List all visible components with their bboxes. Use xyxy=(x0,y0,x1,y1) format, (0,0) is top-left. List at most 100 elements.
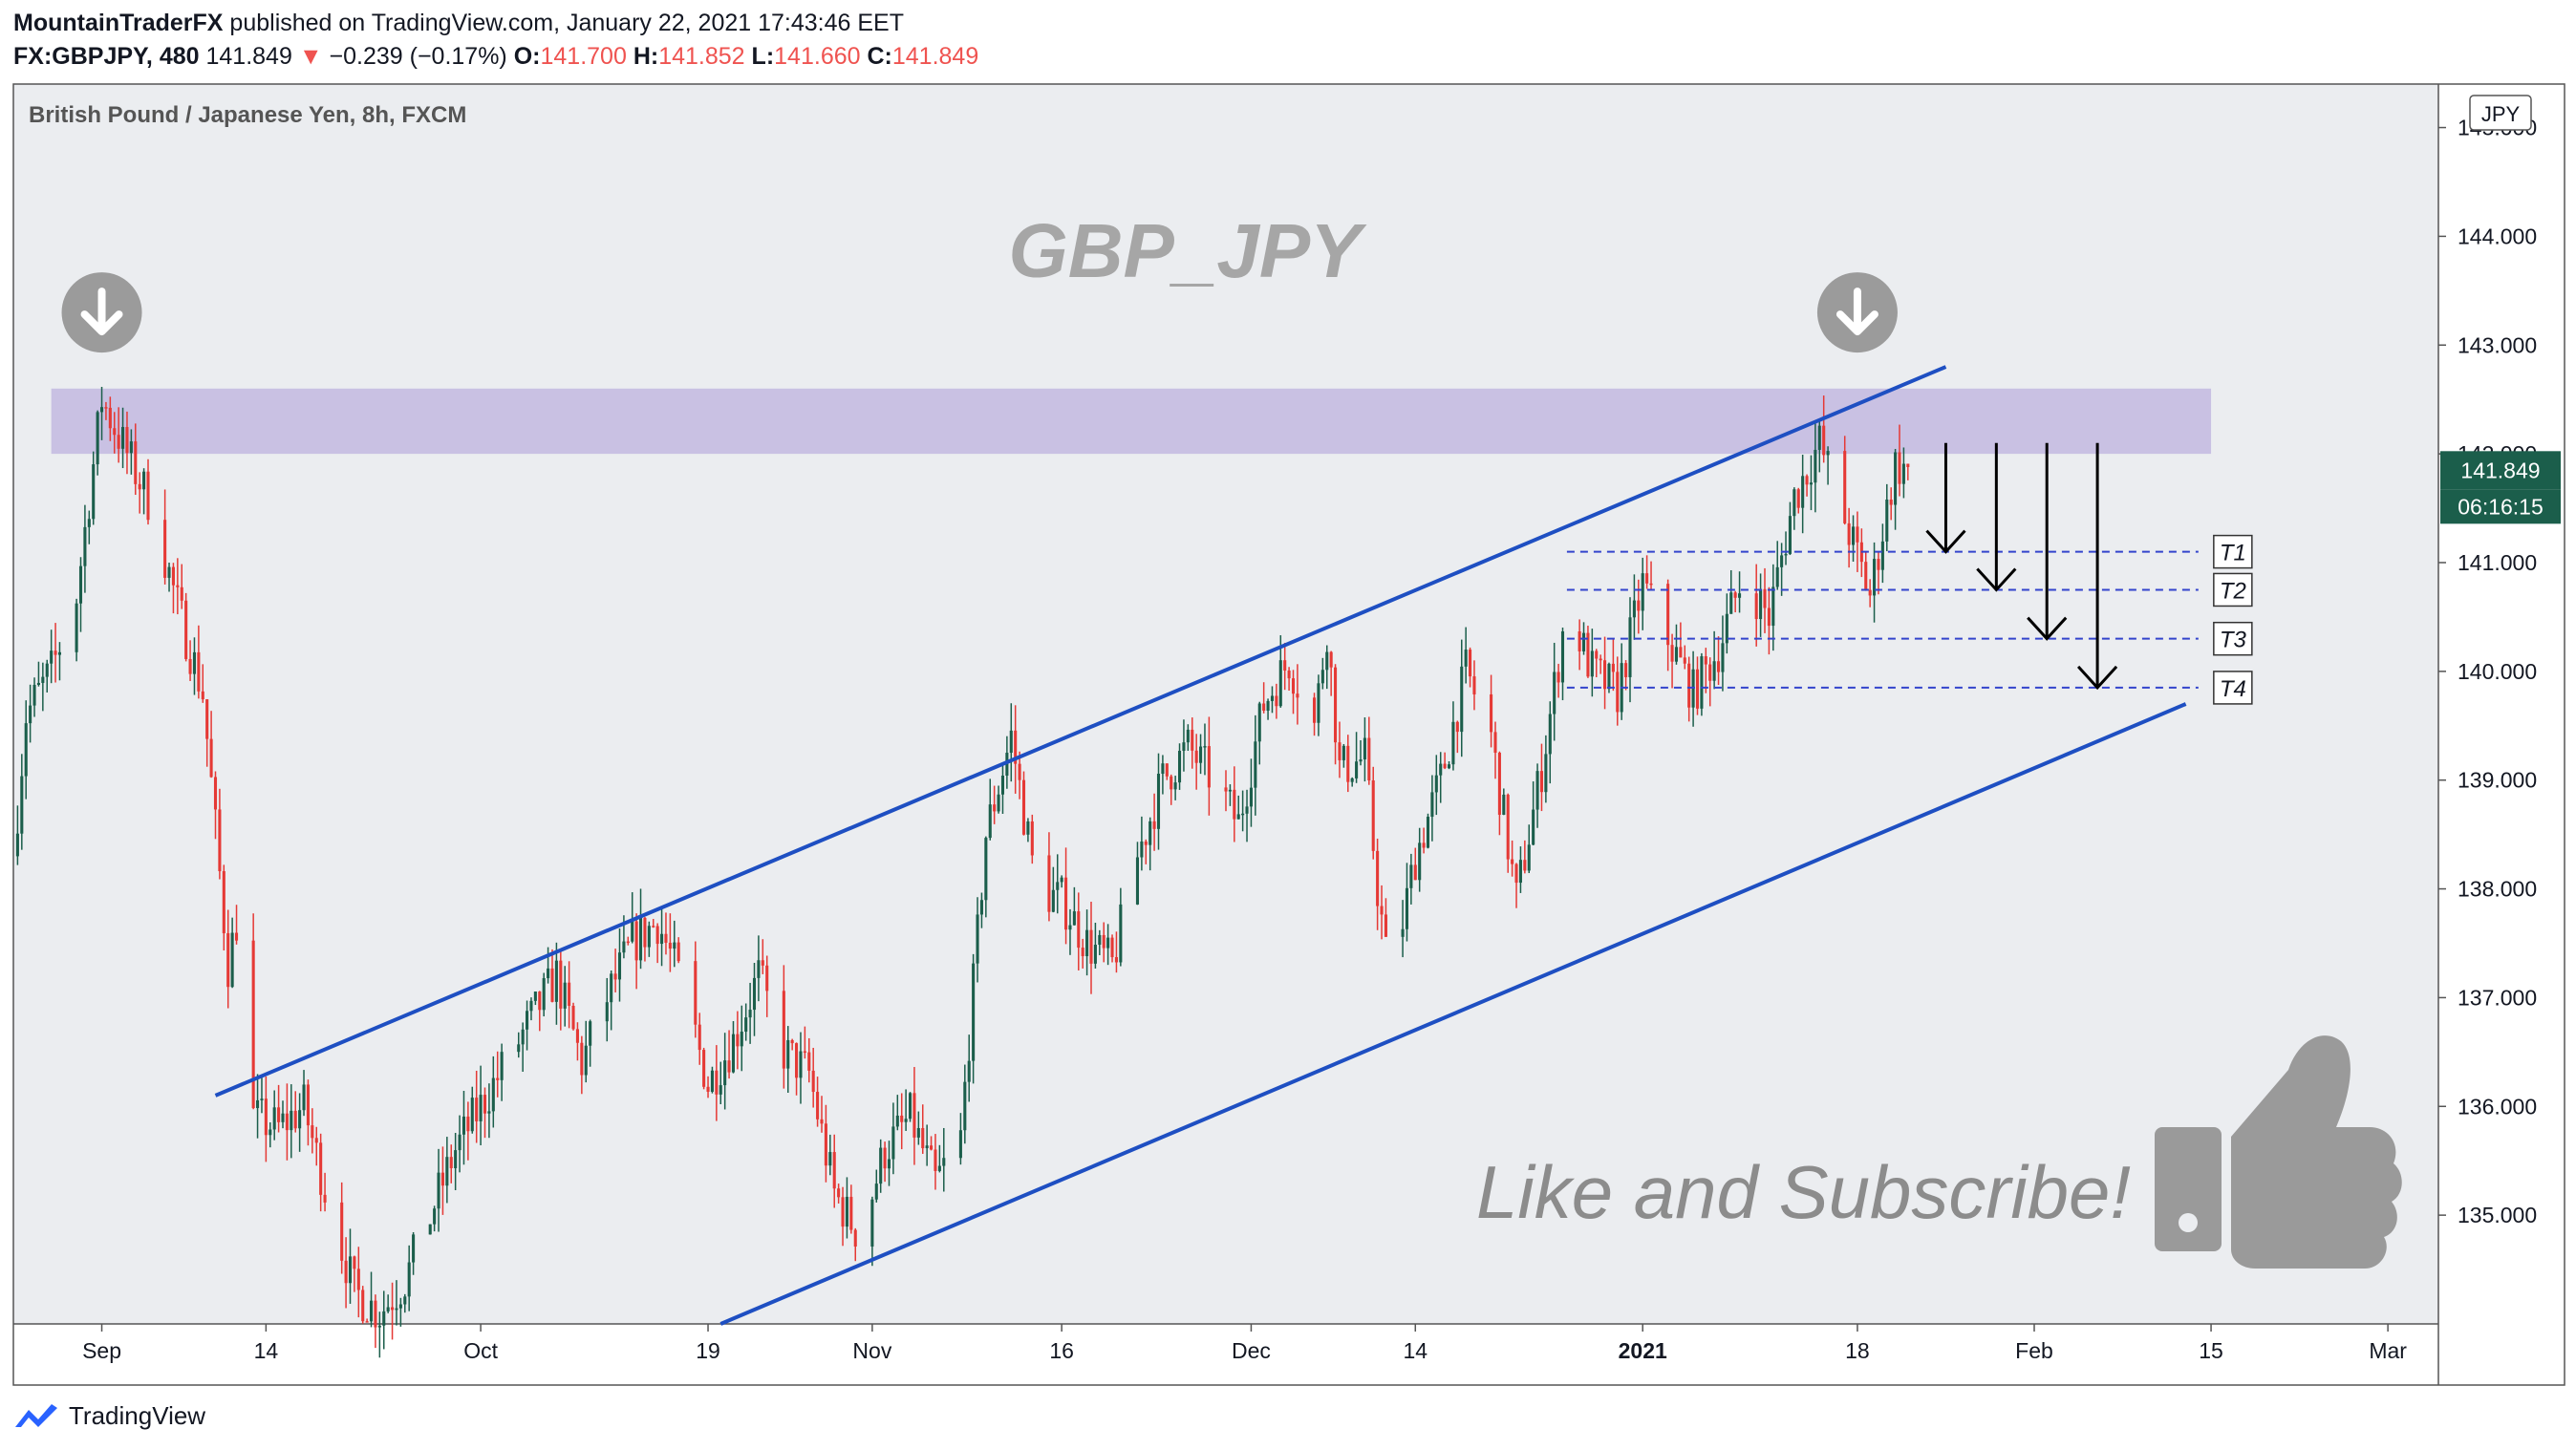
candle xyxy=(361,1286,365,1324)
currency-badge[interactable]: JPY xyxy=(2469,95,2532,131)
candle-body xyxy=(752,977,757,1011)
candle-body xyxy=(1873,559,1877,596)
candle xyxy=(1556,663,1560,698)
candle xyxy=(1047,832,1051,922)
candle-body xyxy=(1207,746,1211,788)
candle-body xyxy=(201,691,204,700)
candle xyxy=(395,1280,398,1326)
candle xyxy=(1173,776,1177,800)
plot-area[interactable] xyxy=(13,84,2438,1324)
high-label: H: xyxy=(633,43,659,70)
candle-body xyxy=(845,1196,848,1227)
candle-body xyxy=(491,1077,495,1112)
candle xyxy=(1089,901,1093,994)
candle xyxy=(1081,938,1084,969)
candle xyxy=(617,928,622,1002)
last-price-label: 141.849 xyxy=(2460,458,2540,482)
candle-body xyxy=(547,968,550,979)
candle-body xyxy=(1472,676,1476,694)
candle xyxy=(799,1032,803,1104)
candle-body xyxy=(353,1256,356,1269)
candle-body xyxy=(883,1147,887,1169)
candle-body xyxy=(1051,889,1055,912)
candle xyxy=(521,1022,525,1073)
candle xyxy=(575,1022,579,1061)
candle xyxy=(1796,487,1800,514)
currency-label: JPY xyxy=(2481,102,2521,126)
candle xyxy=(201,664,204,703)
candle-body xyxy=(1422,842,1426,848)
x-tick-label: Feb xyxy=(2015,1338,2053,1363)
candle-body xyxy=(466,1116,470,1132)
candle-body xyxy=(891,1126,895,1160)
candle-body xyxy=(1666,584,1670,646)
candle xyxy=(1291,670,1296,714)
x-tick-label: Mar xyxy=(2369,1338,2407,1363)
candle-body xyxy=(967,1060,971,1082)
candle-body xyxy=(1497,753,1501,815)
tradingview-logo[interactable]: TradingView xyxy=(13,1397,205,1435)
candle-body xyxy=(790,1039,794,1044)
candle-body xyxy=(1632,600,1636,618)
candle xyxy=(1030,814,1034,864)
candle-body xyxy=(479,1095,483,1121)
candle xyxy=(50,629,54,684)
candle xyxy=(1342,743,1345,768)
candle-body xyxy=(1712,661,1716,681)
candle xyxy=(849,1184,853,1234)
candle-body xyxy=(1224,787,1228,792)
candle xyxy=(786,1026,790,1093)
candle xyxy=(500,1043,504,1101)
candle xyxy=(1469,647,1472,688)
candle-body xyxy=(993,804,997,812)
time-axis-area[interactable] xyxy=(13,1324,2438,1385)
candle xyxy=(1771,564,1775,651)
candle-body xyxy=(517,1044,521,1053)
candle-body xyxy=(1320,670,1324,684)
candle xyxy=(874,1169,878,1203)
candle-body xyxy=(1182,742,1186,752)
candle xyxy=(554,942,558,1025)
candle-body xyxy=(887,1159,891,1169)
candle-body xyxy=(828,1152,832,1166)
candle xyxy=(1616,656,1620,726)
candle-body xyxy=(437,1172,440,1209)
candle-body xyxy=(1236,814,1240,820)
candle-body xyxy=(1114,957,1118,963)
candle-body xyxy=(1191,729,1194,751)
candle xyxy=(845,1177,848,1239)
countdown-badge xyxy=(2440,489,2561,524)
candle-body xyxy=(811,1070,815,1093)
candle-body xyxy=(736,1034,740,1047)
candle-body xyxy=(1233,789,1236,820)
candle xyxy=(1590,629,1594,697)
candle xyxy=(1224,770,1228,812)
candle-body xyxy=(41,676,45,683)
candle-body xyxy=(1560,631,1565,683)
candle xyxy=(176,558,180,615)
candle-body xyxy=(832,1152,836,1189)
candle xyxy=(285,1083,289,1161)
candle xyxy=(1296,664,1299,725)
candle xyxy=(1186,724,1190,752)
price-axis-area[interactable] xyxy=(2438,84,2565,1385)
candle xyxy=(458,1115,462,1173)
candle-body xyxy=(1826,451,1830,456)
candle-body xyxy=(1868,589,1872,596)
candle xyxy=(790,1038,794,1051)
candle-body xyxy=(1093,945,1097,964)
candle xyxy=(1376,838,1380,930)
candle-body xyxy=(997,794,1000,812)
candle xyxy=(92,451,96,525)
candle-body xyxy=(744,1017,748,1033)
candle-body xyxy=(912,1093,916,1138)
candle-body xyxy=(264,1098,268,1136)
author-name[interactable]: MountainTraderFX xyxy=(13,10,224,36)
candle-body xyxy=(1817,425,1821,450)
candle-body xyxy=(972,963,976,1061)
arrow-head xyxy=(1976,567,2017,592)
y-tick-label: 141.000 xyxy=(2458,550,2537,575)
candle-body xyxy=(1729,592,1733,614)
candle-body xyxy=(197,651,201,692)
